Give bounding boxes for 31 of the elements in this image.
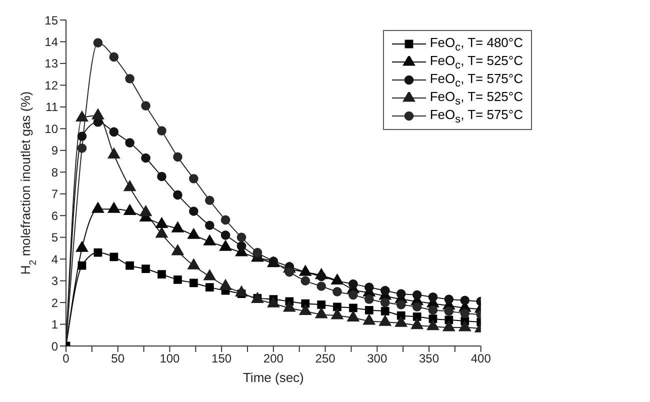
- x-tick-label: 350: [418, 352, 440, 366]
- y-tick-label: 1: [51, 318, 58, 332]
- y-tick-label: 15: [44, 13, 58, 28]
- x-tick-label: 300: [367, 352, 388, 366]
- x-axis-title: Time (sec): [242, 370, 304, 385]
- x-tick-label: 150: [212, 352, 232, 366]
- y-tick-label: 5: [51, 230, 58, 245]
- legend-label: FeO$_{c}$, T= 575°C: [430, 70, 523, 90]
- x-tick-label: 400: [470, 352, 492, 366]
- x-tick-label: 250: [315, 352, 336, 366]
- x-tick-label: 50: [111, 352, 125, 366]
- y-tick-label: 4: [51, 252, 58, 266]
- y-tick-label: 11: [46, 100, 58, 114]
- x-tick-label: 0: [62, 352, 70, 366]
- legend-label: FeO$_{s}$, T= 575°C: [430, 106, 523, 126]
- y-tick-label: 3: [51, 274, 58, 288]
- legend-label: FeO$_{s}$, T= 525°C: [430, 88, 523, 108]
- x-tick-label: 100: [160, 352, 180, 366]
- legend-label: FeO$_{c}$, T= 480°C: [430, 34, 523, 54]
- y-tick-label: 2: [51, 296, 58, 310]
- y-tick-label: 14: [44, 34, 58, 49]
- legend-label: FeO$_{c}$, T= 525°C: [430, 52, 523, 72]
- y-tick-label: 12: [44, 78, 58, 92]
- y-tick-label: 10: [44, 122, 58, 136]
- y-tick-label: 7: [51, 187, 58, 202]
- y-tick-label: 6: [51, 208, 58, 223]
- x-tick-label: 200: [263, 352, 284, 366]
- y-tick-label: 0: [51, 339, 58, 354]
- y-tick-label: 9: [51, 144, 58, 158]
- y-tick-label: 13: [44, 56, 58, 71]
- y-tick-label: 8: [51, 165, 58, 180]
